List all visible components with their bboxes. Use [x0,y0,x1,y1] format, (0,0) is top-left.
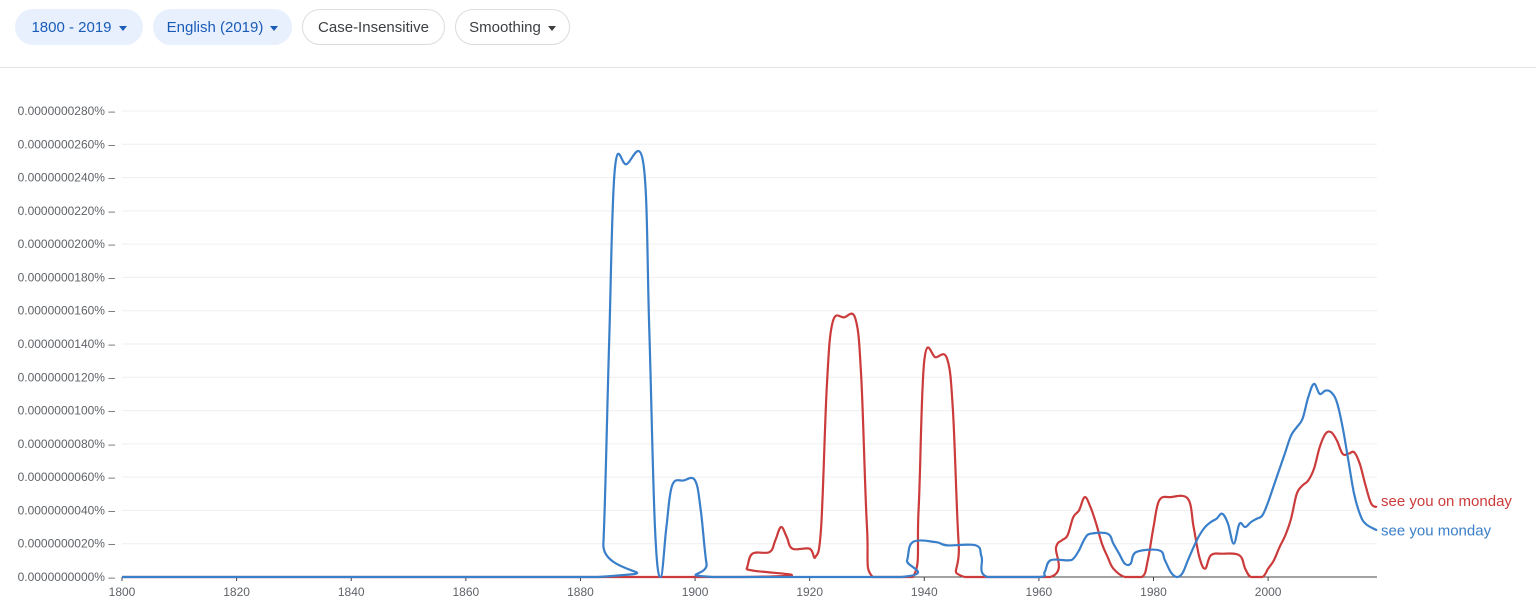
chevron-down-icon [118,25,127,31]
chevron-down-icon [270,25,279,31]
y-tick-label: 0.0000000020% – [18,537,116,551]
year-range-dropdown[interactable]: 1800 - 2019 [15,9,143,45]
x-tick-label: 1980 [1140,585,1167,599]
y-tick-label: 0.0000000260% – [18,137,116,151]
y-tick-label: 0.0000000180% – [18,270,116,284]
series-labels: see you on monday see you monday [1381,493,1512,539]
x-tick-label: 2000 [1255,585,1282,599]
y-tick-label: 0.0000000160% – [18,304,116,318]
y-tick-label: 0.0000000220% – [18,204,116,218]
case-insensitive-label: Case-Insensitive [318,18,429,36]
corpus-dropdown[interactable]: English (2019) [153,9,292,45]
gridlines [122,110,1377,545]
y-tick-label: 0.0000000060% – [18,470,116,484]
case-insensitive-toggle[interactable]: Case-Insensitive [302,9,445,45]
x-tick-label: 1840 [338,585,365,599]
series-line[interactable] [121,149,1378,579]
x-tick-label: 1860 [452,585,479,599]
chevron-down-icon [547,25,556,31]
x-tick-label: 1880 [567,585,594,599]
y-tick-label: 0.0000000240% – [18,171,116,185]
series-lines [121,149,1378,579]
y-tick-label: 0.0000000280% – [18,104,116,118]
corpus-label: English (2019) [166,18,264,36]
series-line[interactable] [121,312,1378,579]
x-tick-label: 1940 [911,585,938,599]
x-tick-label: 1800 [109,585,136,599]
y-tick-label: 0.0000000000% – [18,570,116,584]
x-axis: 1800 1820 1840 1860 1880 1900 1920 1940 1960 1980… [109,576,1377,599]
x-tick-label: 1960 [1026,585,1053,599]
y-tick-label: 0.0000000120% – [18,370,116,384]
y-tick-label: 0.0000000140% – [18,337,116,351]
y-tick-label: 0.0000000080% – [18,437,116,451]
toolbar: 1800 - 2019 English (2019) Case-Insensit… [0,0,1536,68]
year-range-label: 1800 - 2019 [31,18,112,36]
ngram-chart: 0.0000000000% – 0.0000000020% – 0.00000000… [18,104,1513,599]
series-label[interactable]: see you monday [1381,522,1492,539]
x-tick-label: 1900 [682,585,709,599]
y-tick-label: 0.0000000200% – [18,237,116,251]
y-tick-label: 0.0000000040% – [18,503,116,517]
smoothing-dropdown[interactable]: Smoothing [455,9,570,45]
x-tick-label: 1920 [796,585,823,599]
smoothing-label: Smoothing [469,18,541,36]
x-tick-label: 1820 [223,585,250,599]
y-tick-label: 0.0000000100% – [18,404,116,418]
y-axis: 0.0000000000% – 0.0000000020% – 0.00000000… [18,104,116,584]
series-label[interactable]: see you on monday [1381,493,1512,510]
